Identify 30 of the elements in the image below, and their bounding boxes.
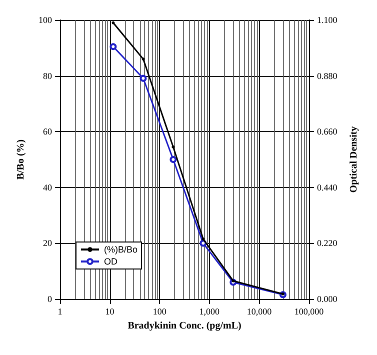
point — [170, 156, 177, 163]
y-tick-label: 100 — [38, 15, 52, 25]
y-tick-label: 40 — [43, 182, 52, 192]
legend-label: OD — [104, 256, 118, 266]
y2-tick-label: 0.440 — [317, 182, 338, 192]
y-axis-title: B/Bo (%) — [16, 139, 26, 180]
y2-tick-label: 0.880 — [317, 70, 338, 81]
y2-tick-label: 1.100 — [317, 15, 338, 25]
x-tick-label: 10,000 — [246, 306, 272, 316]
x-tick-label: 10 — [105, 306, 115, 316]
point — [142, 58, 145, 61]
x-tick-label: 1,000 — [199, 306, 220, 316]
point — [172, 145, 175, 148]
point — [202, 238, 205, 241]
point — [112, 21, 115, 24]
y-tick-label: 0 — [48, 294, 52, 304]
y2-tick-label: 0.660 — [317, 126, 338, 137]
y-tick-label: 80 — [43, 70, 52, 81]
point — [110, 43, 117, 50]
legend-label: (%)B/Bo — [104, 244, 138, 254]
x-tick-label: 100,000 — [294, 306, 324, 316]
x-tick-label: 100 — [152, 306, 167, 316]
y-tick-label: 60 — [43, 126, 52, 137]
y2-axis-title: Optical Density — [348, 126, 360, 193]
point — [140, 74, 147, 82]
y2-tick-label: 0.220 — [317, 238, 338, 248]
x-axis-title: Bradykinin Conc. (pg/mL) — [128, 320, 242, 332]
y2-tick-label: 0.000 — [317, 294, 338, 304]
y-tick-label: 20 — [43, 238, 52, 248]
x-tick-label: 1 — [58, 306, 62, 316]
